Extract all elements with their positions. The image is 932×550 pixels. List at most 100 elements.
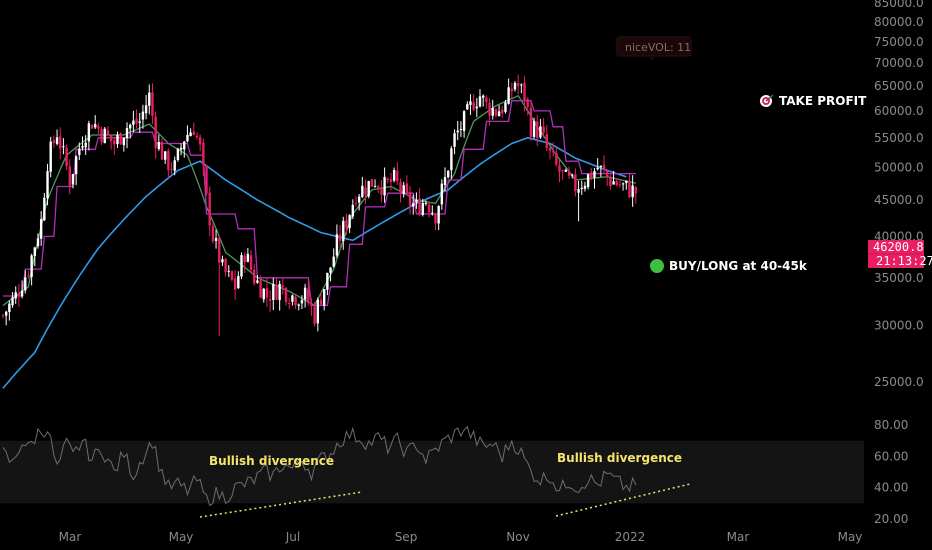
candle-body [437, 206, 440, 224]
current-time-value: 21:13:27 [876, 254, 932, 268]
candle-body [459, 129, 463, 131]
candle-body [421, 202, 424, 215]
price-tick-label: 50000.0 [874, 160, 924, 174]
candle-body [272, 283, 275, 301]
candle-body [542, 126, 545, 134]
candle-body [478, 96, 482, 107]
time-tick-label: May [169, 530, 194, 544]
candle-body [551, 151, 555, 153]
candle-body [268, 299, 272, 301]
candle-body [179, 147, 183, 150]
candle-body [532, 120, 536, 137]
candle-body [303, 287, 307, 300]
candle-body [148, 92, 151, 106]
candle-body [33, 247, 36, 256]
candle-body [593, 170, 596, 178]
candle-body [170, 168, 173, 170]
candle-body [195, 135, 199, 138]
candle-body [481, 95, 485, 98]
candle-body [577, 189, 580, 193]
candle-body [548, 147, 552, 151]
candle-body [380, 187, 383, 195]
candle-body [536, 121, 539, 139]
candle-body [233, 278, 237, 290]
candle-body [281, 285, 285, 287]
candle-body [4, 311, 8, 316]
candle-body [249, 255, 253, 270]
candle-body [313, 306, 316, 325]
candle-body [205, 165, 208, 194]
price-tick-label: 30000.0 [874, 319, 924, 333]
candle-body [71, 173, 75, 185]
indicator-line [2, 425, 637, 507]
candle-body [539, 126, 542, 138]
candle-body [94, 124, 97, 128]
candle-body [183, 141, 186, 150]
candle-body [564, 169, 568, 172]
candle-body [634, 187, 638, 194]
candle-body [284, 287, 288, 303]
candle-body [84, 142, 87, 148]
candle-body [342, 220, 345, 242]
candle-body [399, 182, 402, 193]
candle-body [567, 171, 571, 176]
candle-body [176, 148, 180, 161]
take-profit-annotation: TAKE PROFIT [760, 94, 867, 108]
candle-body [590, 172, 593, 179]
candle-body [561, 170, 564, 172]
candle-body [586, 174, 590, 188]
candle-body [402, 185, 405, 195]
candle-body [30, 255, 33, 277]
candle-body [599, 165, 603, 168]
buy-long-label: BUY/LONG at 40-45k [669, 259, 808, 273]
candle-body [472, 102, 475, 110]
candle-body [494, 109, 498, 116]
candle-body [100, 129, 103, 142]
time-tick-label: 2022 [615, 530, 646, 544]
candle-body [189, 132, 192, 137]
candle-body [129, 124, 132, 129]
candle-body [113, 140, 116, 145]
candle-body [39, 219, 43, 239]
candle-body [621, 183, 625, 185]
candle-body [275, 284, 278, 300]
buy-long-annotation: BUY/LONG at 40-45k [650, 259, 808, 273]
price-tick-label: 85000.0 [874, 0, 924, 10]
candle-body [52, 140, 56, 143]
candle-body [319, 299, 323, 305]
candle-body [253, 269, 256, 284]
price-tick-label: 45000.0 [874, 193, 924, 207]
price-tick-label: 70000.0 [874, 56, 924, 70]
candle-body [596, 167, 599, 170]
candle-body [186, 135, 189, 142]
candle-body [208, 192, 211, 226]
price-tick-label: 75000.0 [874, 35, 924, 49]
indicator-tick-label: 20.00 [874, 512, 908, 526]
candle-body [338, 234, 342, 241]
candle-body [453, 133, 456, 147]
candle-body [370, 179, 374, 187]
time-tick-label: May [838, 530, 863, 544]
candle-body [27, 275, 30, 277]
candle-body [332, 256, 335, 267]
candle-body [49, 141, 52, 172]
candle-body [389, 178, 393, 183]
candle-body [392, 169, 396, 181]
candle-body [383, 176, 386, 196]
candle-body [227, 270, 230, 272]
candle-body [294, 296, 297, 306]
candle-body [529, 107, 533, 138]
nicevol-tooltip[interactable]: niceVOL: 11 [616, 36, 692, 61]
current-price-badge: 46200.8 21:13:27 [868, 240, 932, 268]
candle-body [59, 136, 62, 149]
candle-body [507, 87, 510, 104]
candle-body [609, 176, 612, 187]
green-circle-icon [650, 259, 664, 273]
candle-body [138, 121, 141, 123]
candle-body [278, 283, 281, 301]
candle-body [43, 197, 46, 221]
candle-body [167, 150, 170, 171]
candle-body [357, 196, 361, 203]
candle-body [1, 315, 5, 317]
